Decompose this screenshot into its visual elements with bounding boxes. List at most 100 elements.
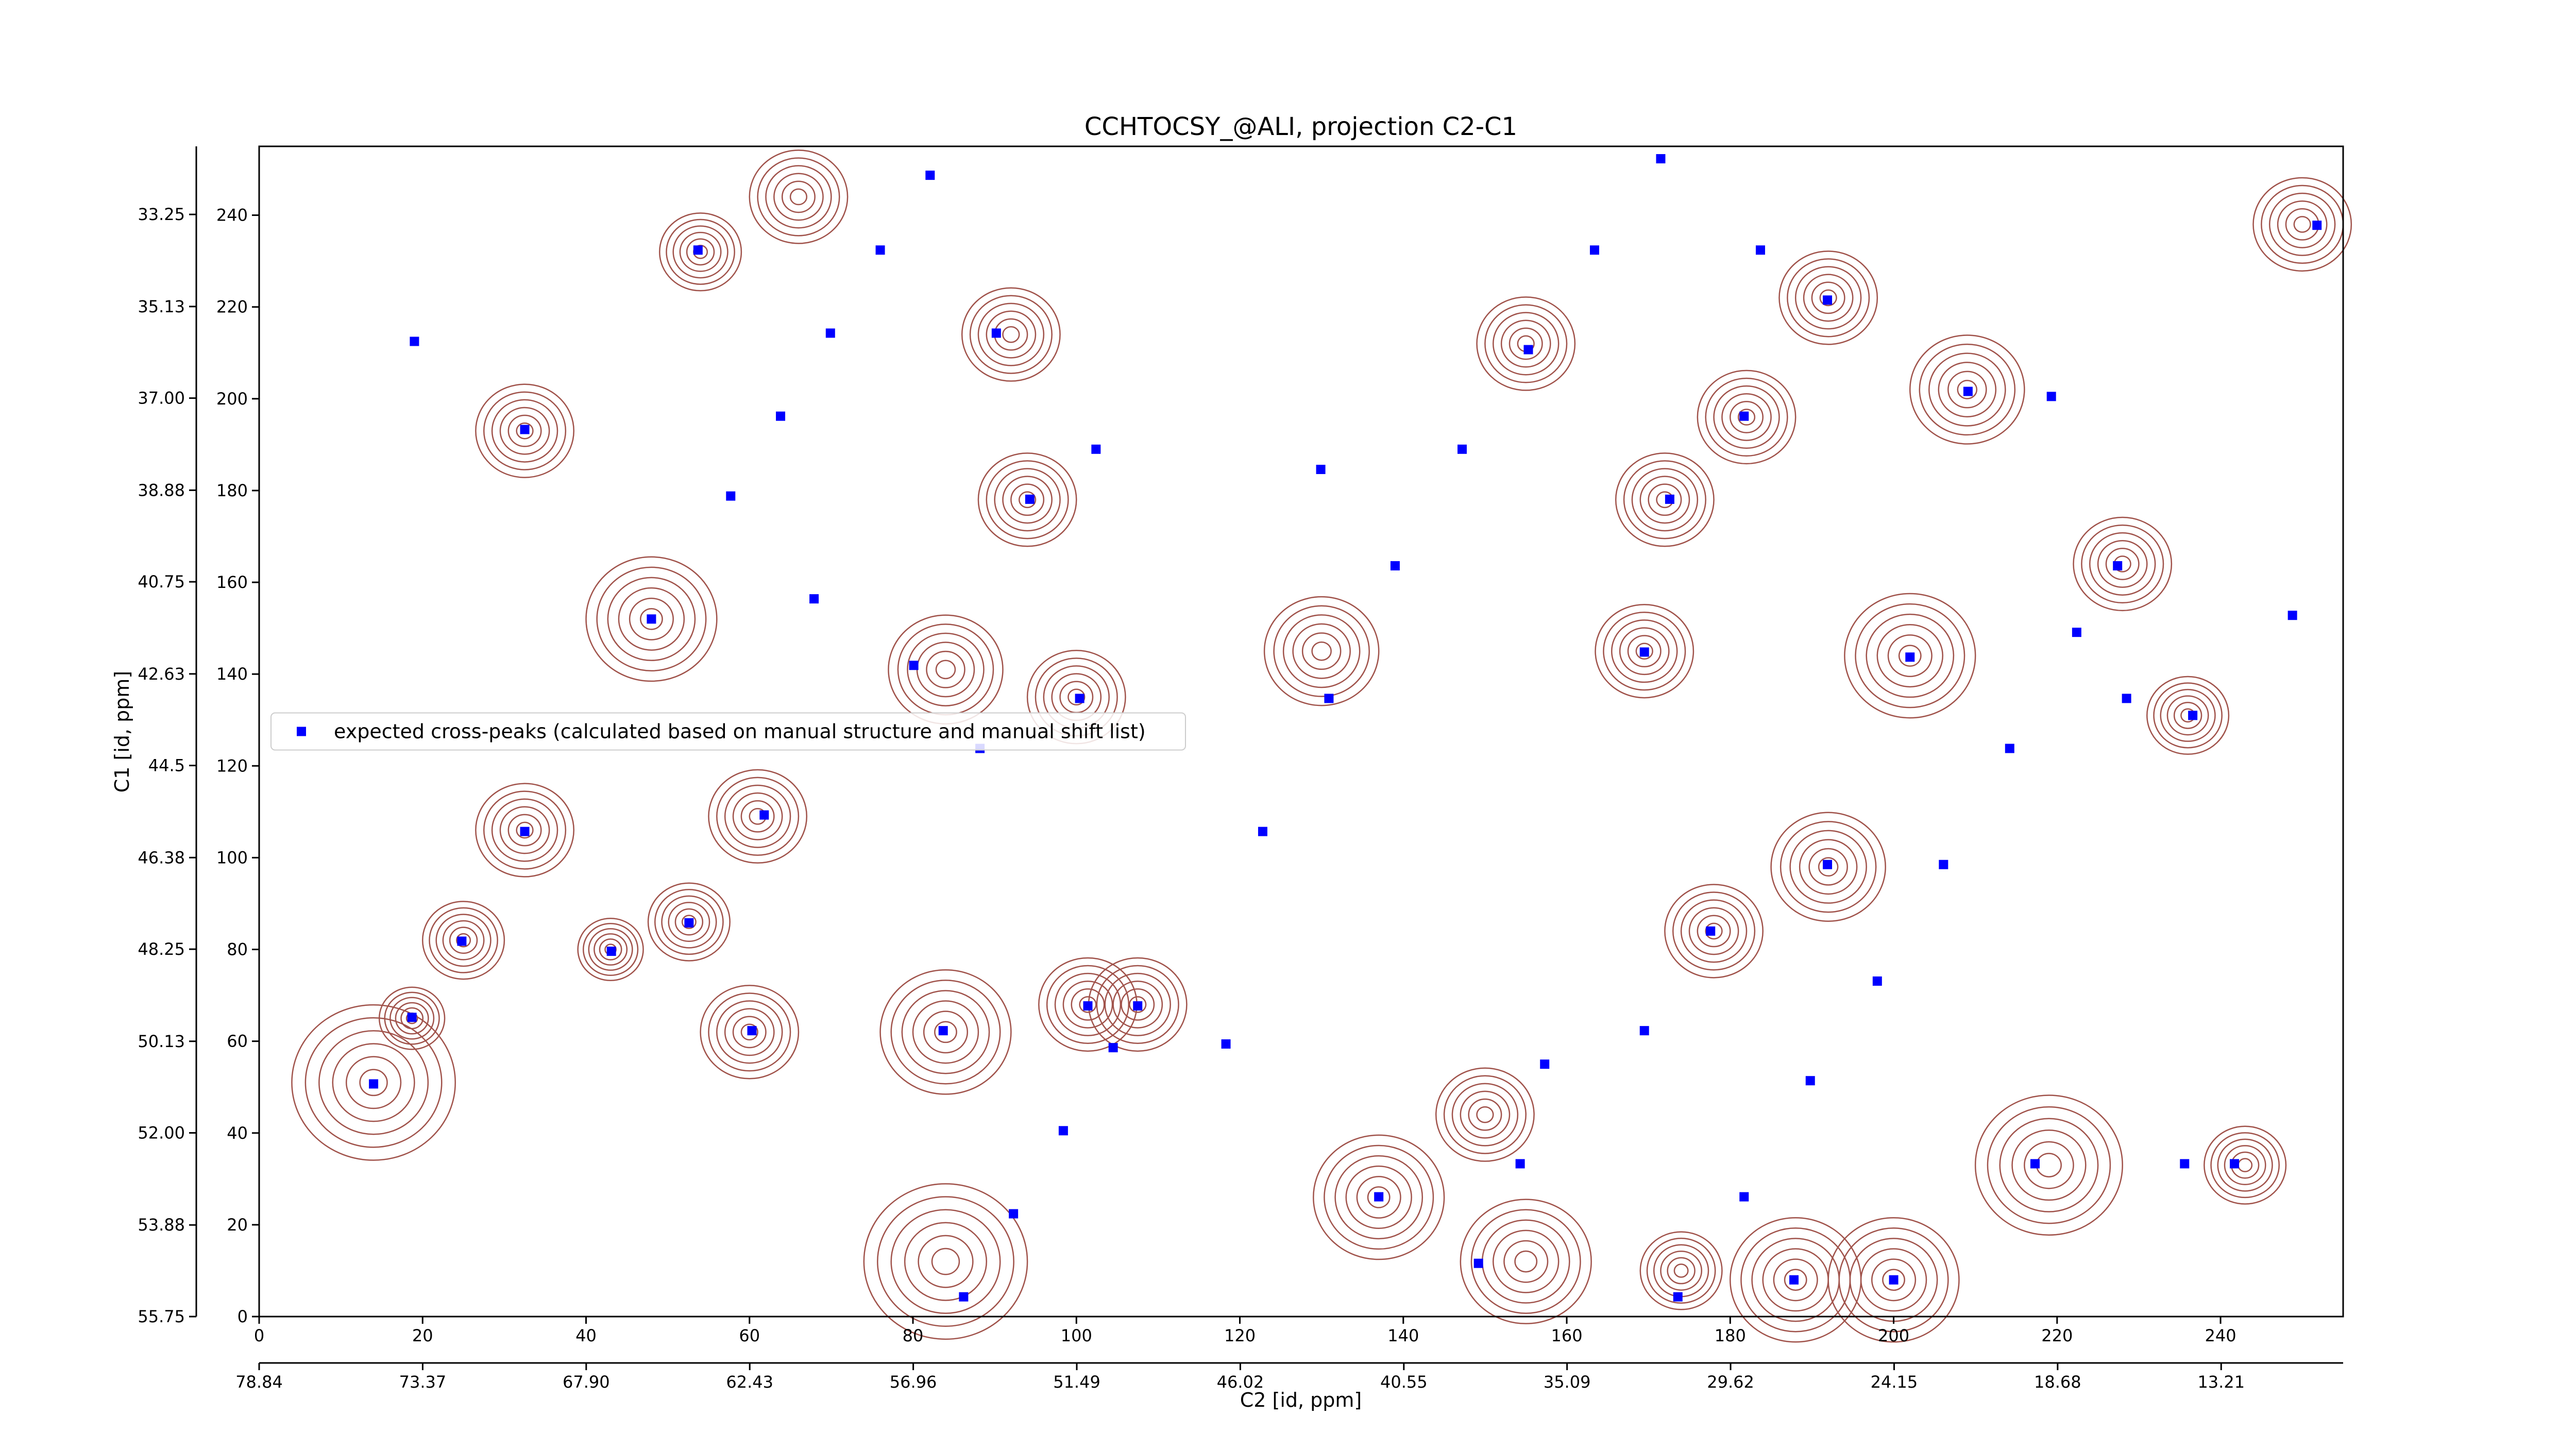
contour-ring (1789, 830, 1867, 904)
contour-ring (647, 882, 731, 962)
y-tick-label: 120 (216, 756, 248, 776)
contour-ring (961, 287, 1061, 382)
cross-peak (747, 1026, 757, 1036)
legend-box (270, 712, 1186, 751)
contour-ring (1808, 848, 1848, 886)
cross-peak (457, 936, 467, 946)
contour-ring (1919, 343, 2016, 436)
y2-tick-label: 42.63 (138, 664, 185, 684)
x-tick-label: 220 (2041, 1326, 2073, 1345)
contour-ring (654, 889, 724, 955)
cross-peak (2122, 694, 2131, 703)
y-tick-label: 240 (216, 206, 248, 225)
contour-ring (2224, 1145, 2266, 1186)
contour-ring (1887, 634, 1933, 677)
contour-ring (507, 414, 542, 447)
cross-peak (938, 1026, 948, 1036)
contour-ring (1460, 1199, 1592, 1324)
cross-peak (1805, 1076, 1815, 1086)
contour-ring (1648, 483, 1682, 516)
x-tick-label: 200 (1878, 1326, 1909, 1345)
contour-ring (2210, 1132, 2280, 1199)
contour-ring (1313, 1134, 1445, 1260)
x2-tick-label: 51.49 (1053, 1372, 1100, 1392)
contour-ring (1112, 980, 1163, 1029)
contour-ring (507, 814, 542, 847)
x2-tick-label: 67.90 (563, 1372, 610, 1392)
contour-ring (491, 798, 558, 862)
cross-peak (520, 425, 530, 434)
contour-ring (1619, 627, 1670, 676)
contour-ring (2204, 1125, 2287, 1205)
contour-ring (1345, 1165, 1412, 1229)
contour-ring (1451, 1083, 1519, 1147)
contour-ring (1737, 409, 1756, 426)
contour-ring (359, 1069, 388, 1097)
cross-peak (369, 1079, 379, 1089)
y-tick-label: 160 (216, 572, 248, 592)
contour-ring (904, 1222, 988, 1301)
contour-ring (332, 1043, 415, 1122)
contour-ring (994, 468, 1061, 532)
cross-peak (1673, 1292, 1683, 1302)
cross-peak (2005, 744, 2014, 753)
contour-ring (934, 1021, 957, 1043)
y2-tick-label: 38.88 (138, 480, 185, 500)
contour-ring (1987, 1106, 2111, 1224)
cross-peak (1221, 1039, 1231, 1049)
x-tick-label: 60 (739, 1326, 760, 1345)
x-tick-label: 100 (1061, 1326, 1092, 1345)
contour-ring (449, 926, 478, 954)
x2-tick-label: 78.84 (235, 1372, 283, 1392)
cross-peak (1739, 411, 1749, 421)
contour-ring (1062, 980, 1113, 1029)
x2-tick-label: 62.43 (726, 1372, 773, 1392)
contour-ring (1844, 593, 1976, 719)
contour-ring (1673, 1263, 1689, 1278)
contour-ring (1730, 401, 1764, 433)
contour-ring (912, 1000, 979, 1064)
contour-ring (1121, 988, 1155, 1021)
contour-ring (1509, 327, 1543, 360)
contour-ring (516, 821, 534, 839)
y2-tick-label: 40.75 (138, 572, 185, 592)
contour-ring (1818, 857, 1839, 877)
cross-peak (520, 827, 530, 836)
contour-ring (1705, 922, 1723, 940)
contour-ring (1780, 821, 1877, 913)
cross-peak (1075, 694, 1084, 703)
contour-ring (596, 566, 707, 672)
contour-ring (1595, 603, 1694, 699)
contour-ring (863, 1183, 1028, 1340)
contour-ring (1811, 281, 1845, 314)
y-tick-label: 80 (227, 940, 248, 959)
contour-ring (442, 920, 485, 961)
contour-ring (1819, 289, 1837, 307)
y2-tick-label: 55.75 (138, 1307, 185, 1326)
cross-peak (1589, 245, 1599, 255)
y2-tick-label: 52.00 (138, 1123, 185, 1143)
contour-ring (2252, 177, 2352, 272)
x-tick-label: 160 (1551, 1326, 1583, 1345)
cross-peak (1706, 926, 1716, 936)
cross-peak (1058, 1126, 1068, 1136)
x2-tick-label: 73.37 (399, 1372, 447, 1392)
y-tick-label: 40 (227, 1123, 248, 1143)
contour-ring (668, 902, 710, 942)
contour-ring (400, 1007, 424, 1030)
cross-peak (726, 491, 736, 501)
x-tick-label: 80 (903, 1326, 924, 1345)
contour-ring (935, 660, 956, 680)
contour-ring (765, 165, 832, 229)
legend-label: expected cross-peaks (calculated based o… (334, 720, 1146, 743)
contour-ring (1882, 1269, 1905, 1291)
contour-ring (1484, 304, 1568, 383)
cross-peak (1872, 976, 1882, 986)
contour-ring (890, 1209, 1001, 1314)
cross-peak (2287, 611, 2297, 620)
contour-ring (890, 980, 1001, 1085)
contour-ring (1096, 965, 1179, 1044)
contour-ring (1639, 1231, 1723, 1310)
y-tick-label: 60 (227, 1032, 248, 1051)
cross-peak (1091, 444, 1101, 454)
